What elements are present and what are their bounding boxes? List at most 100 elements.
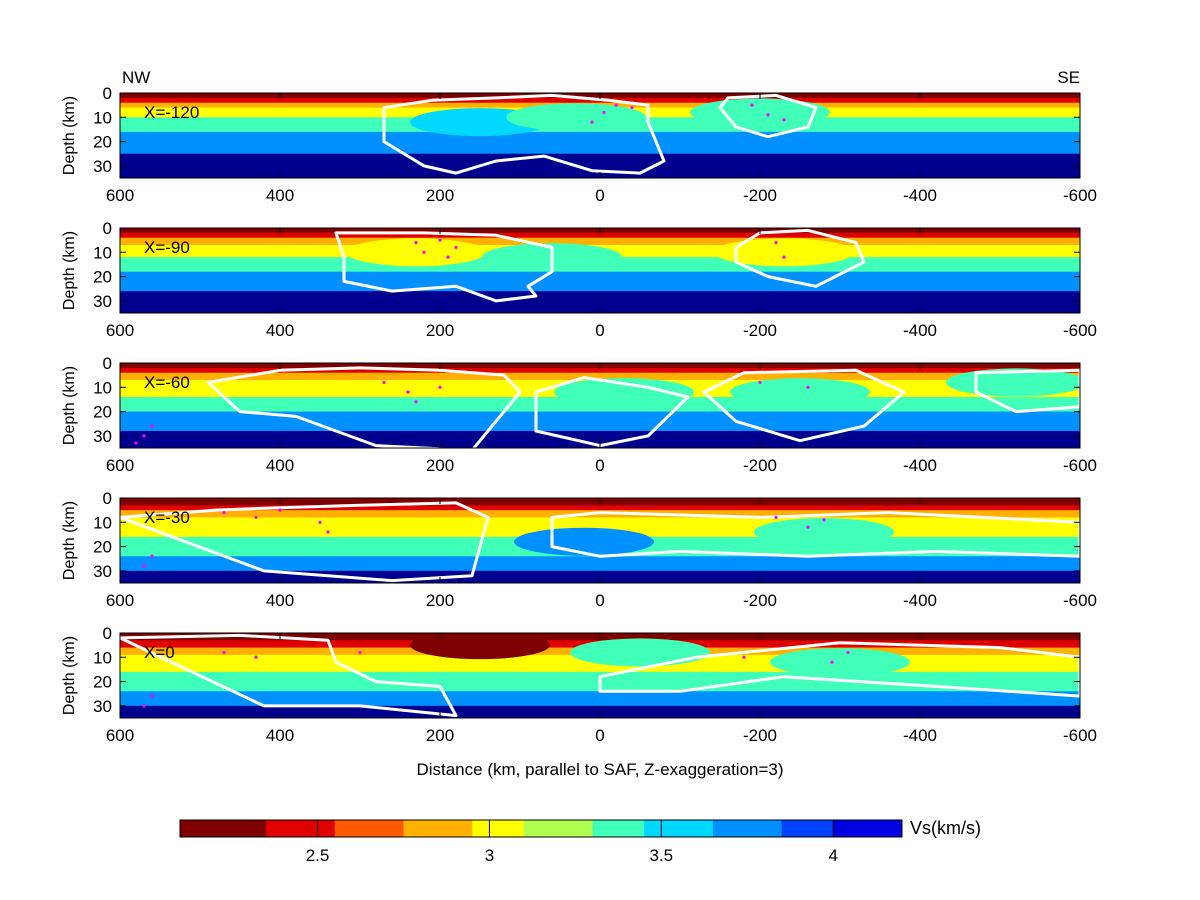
white-contour: [120, 633, 458, 718]
panel-label: X=-90: [144, 238, 190, 257]
y-tick-label: 0: [103, 624, 112, 643]
velocity-anomaly: [754, 518, 894, 546]
earthquake-marker: [326, 530, 330, 534]
x-tick-label: -600: [1063, 186, 1097, 205]
velocity-band: [120, 372, 1080, 381]
earthquake-marker: [742, 655, 746, 659]
y-axis-label: Depth (km): [61, 501, 78, 580]
velocity-band: [120, 691, 1080, 707]
x-tick-label: 400: [266, 321, 294, 340]
velocity-band: [120, 237, 1080, 246]
velocity-field: [120, 633, 1080, 718]
white-contour: [550, 511, 1080, 558]
colorbar-tick-label: 3.5: [650, 846, 674, 865]
white-contour: [974, 368, 1080, 414]
y-tick-label: 20: [93, 268, 112, 287]
colorbar-segment: [472, 820, 525, 837]
y-tick-label: 30: [93, 562, 112, 581]
velocity-band: [120, 232, 1080, 239]
colorbar-segment: [592, 820, 645, 837]
velocity-band: [120, 556, 1080, 572]
x-tick-label: -200: [743, 726, 777, 745]
velocity-anomaly: [690, 98, 830, 127]
earthquake-marker: [806, 525, 810, 529]
earthquake-marker: [422, 250, 426, 254]
earthquake-marker: [222, 510, 226, 515]
earthquake-marker: [750, 103, 754, 107]
colorbar-segment: [334, 820, 404, 837]
white-contour: [206, 366, 522, 448]
earthquake-marker: [414, 240, 418, 245]
y-axis-label: Depth (km): [61, 231, 78, 310]
y-axis-label: Depth (km): [61, 636, 78, 715]
panel-3: 600 400 200 0 -200 -400 -600 0 10 20 30 Depth (km) X…: [61, 354, 1097, 475]
velocity-band: [120, 131, 1080, 155]
colorbar-label: Vs(km/s): [910, 818, 981, 838]
velocity-anomaly: [714, 238, 854, 267]
earthquake-marker: [590, 120, 594, 124]
earthquake-marker: [254, 655, 258, 659]
earthquake-marker: [438, 238, 442, 242]
x-tick-label: 400: [266, 186, 294, 205]
velocity-field: [120, 363, 1080, 448]
y-tick-label: 0: [103, 489, 112, 508]
velocity-anomaly: [346, 238, 486, 267]
colorbar-segment: [523, 820, 594, 837]
y-tick-label: 20: [93, 133, 112, 152]
x-tick-label: 0: [595, 321, 604, 340]
velocity-anomaly: [514, 527, 654, 556]
panel-4: 600 400 200 0 -200 -400 -600 0 10 20 30 Depth (km) X…: [61, 489, 1097, 610]
y-tick-label: 20: [93, 673, 112, 692]
earthquake-marker: [774, 240, 778, 245]
white-contour: [734, 228, 866, 288]
velocity-band: [120, 505, 1080, 511]
y-tick-label: 30: [93, 427, 112, 446]
nw-direction-label: NW: [122, 68, 150, 87]
earthquake-marker: [150, 554, 154, 558]
colorbar-tick-label: 3: [485, 846, 494, 865]
y-tick-label: 10: [93, 513, 112, 532]
velocity-anomaly: [570, 638, 710, 667]
earthquake-marker: [602, 110, 606, 115]
y-tick-label: 0: [103, 219, 112, 238]
colorbar-segment: [644, 820, 714, 837]
x-tick-label: -200: [743, 456, 777, 475]
velocity-anomaly: [730, 378, 870, 407]
colorbar-segment: [403, 820, 473, 837]
earthquake-marker: [150, 694, 154, 698]
velocity-field: [120, 498, 1080, 583]
x-tick-label: -400: [903, 456, 937, 475]
y-tick-label: 0: [103, 354, 112, 373]
colorbar: 2.5 3 3.5 4: [179, 819, 903, 865]
panel-5: 600 400 200 0 -200 -400 -600 0 10 20 30 Depth (km) X…: [61, 624, 1097, 745]
x-tick-label: 600: [106, 321, 134, 340]
colorbar-segment: [833, 820, 903, 837]
velocity-anomaly: [554, 378, 694, 407]
earthquake-marker: [438, 385, 442, 389]
colorbar-tick-label: 4: [829, 846, 838, 865]
earthquake-marker: [758, 380, 762, 385]
colorbar-segment: [265, 820, 336, 837]
x-tick-label: 200: [426, 726, 454, 745]
y-tick-label: 30: [93, 157, 112, 176]
se-direction-label: SE: [1057, 68, 1080, 87]
earthquake-marker: [614, 103, 618, 107]
x-tick-label: 200: [426, 591, 454, 610]
colorbar-segment: [781, 820, 834, 837]
x-tick-label: -400: [903, 591, 937, 610]
white-contour: [382, 93, 666, 175]
x-tick-label: 0: [595, 591, 604, 610]
x-tick-label: -200: [743, 186, 777, 205]
y-tick-label: 20: [93, 403, 112, 422]
x-axis-label: Distance (km, parallel to SAF, Z-exagger…: [416, 760, 783, 779]
panel-label: X=0: [144, 643, 175, 662]
x-tick-label: 400: [266, 591, 294, 610]
earthquake-marker: [782, 255, 786, 259]
earthquake-marker: [142, 704, 146, 708]
x-tick-label: 200: [426, 456, 454, 475]
colorbar-segment: [180, 820, 267, 837]
velocity-band: [120, 271, 1080, 292]
panel-1: 600 400 200 0 -200 -400 -600 0 10 20 30 Depth (km) X…: [61, 84, 1097, 205]
